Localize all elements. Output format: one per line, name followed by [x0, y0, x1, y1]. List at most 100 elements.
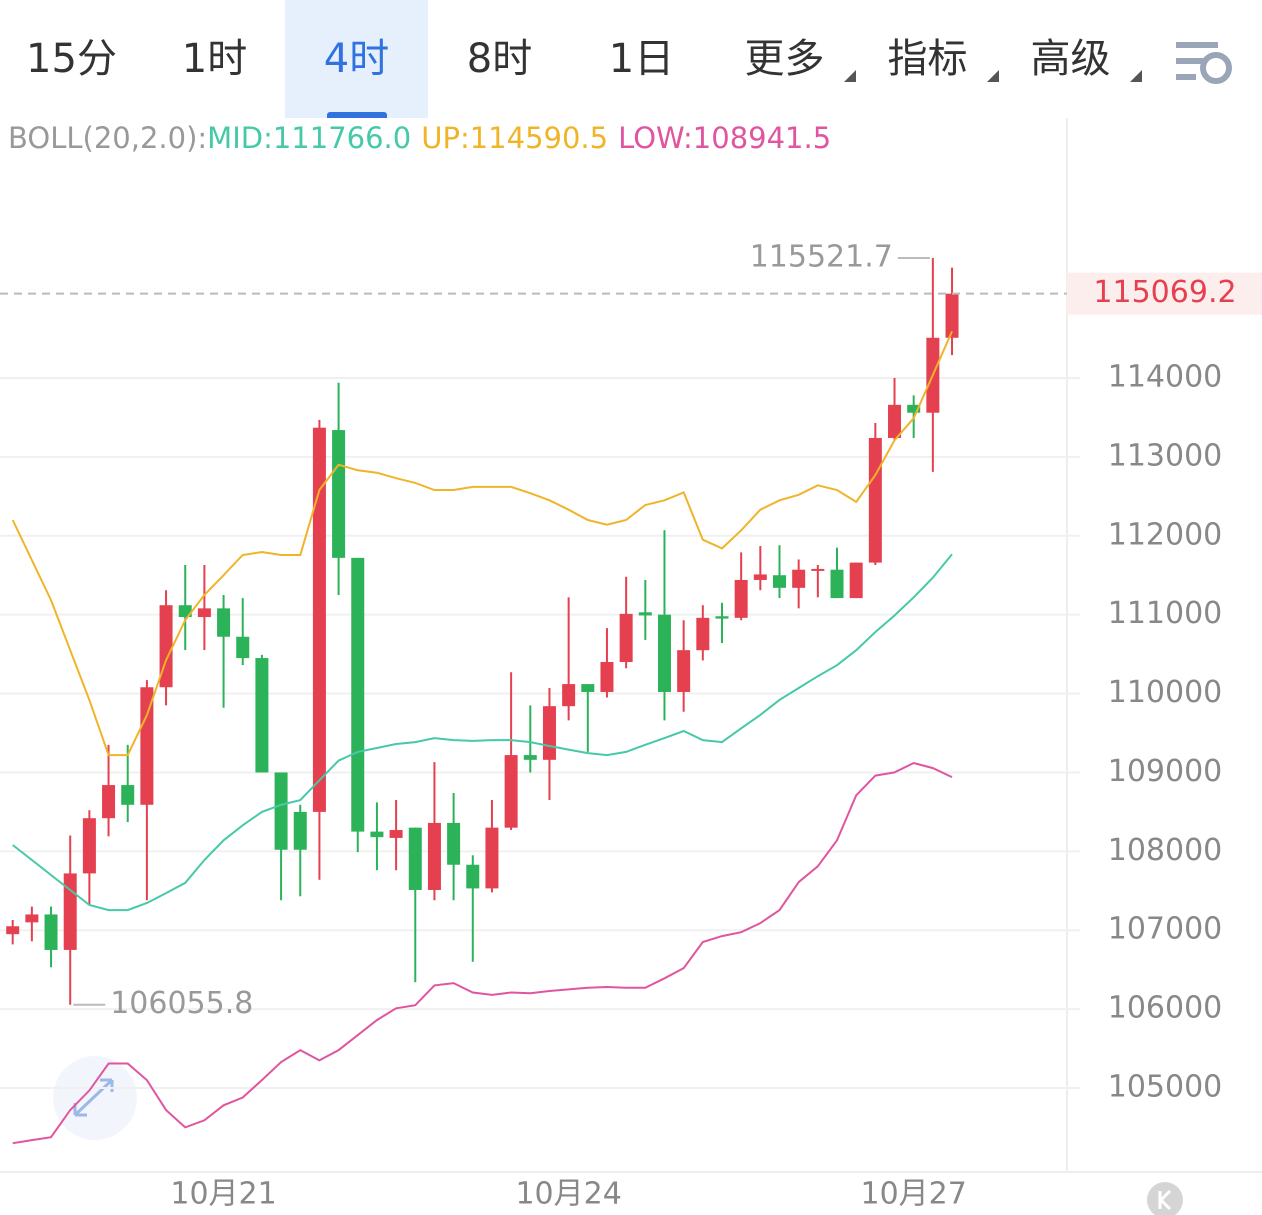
tab[interactable]: 更多 — [713, 0, 856, 118]
legend-entry: MID:111766.0 — [207, 121, 411, 155]
tab-label: 1时 — [181, 36, 248, 82]
tab-label: 高级 — [1030, 36, 1111, 82]
band-line — [11, 330, 953, 757]
indicator-legend: BOLL(20,2.0):MID:111766.0 UP:114590.5 LOW:… — [8, 121, 831, 155]
candle-body — [581, 684, 595, 692]
tab-label: 8时 — [466, 36, 533, 82]
candle-body — [907, 404, 921, 413]
tab[interactable]: 8时 — [428, 0, 571, 118]
y-tick-label: 113000 — [1108, 438, 1223, 473]
last-price-box — [1067, 272, 1262, 315]
x-tick-label: 10月24 — [515, 1177, 621, 1212]
icon-bar — [1176, 42, 1218, 48]
candle-body — [868, 437, 882, 563]
candle-body — [619, 613, 633, 662]
settings-icon[interactable] — [1176, 42, 1232, 84]
candle-body — [715, 616, 729, 619]
candle-body — [217, 608, 231, 637]
y-tick-label: 106000 — [1108, 991, 1223, 1026]
candle-body — [408, 827, 422, 890]
candle-body — [197, 608, 211, 618]
tab[interactable]: 高级 — [999, 0, 1142, 118]
y-tick-label: 111000 — [1108, 596, 1223, 631]
candle-body — [6, 926, 20, 935]
icon-bar — [1176, 74, 1196, 80]
candle-body — [849, 562, 863, 599]
y-tick-label: 114000 — [1108, 360, 1223, 395]
candle-body — [830, 569, 844, 599]
candle-body — [293, 811, 307, 850]
tab-label: 15分 — [26, 36, 117, 82]
candle-body — [389, 830, 403, 838]
candle-body — [178, 605, 192, 618]
candle-body — [63, 873, 77, 950]
candle-body — [734, 579, 748, 618]
zoom-icon — [73, 1078, 114, 1117]
candle-body — [44, 914, 58, 950]
last-price-label: 115069.2 — [1093, 275, 1236, 310]
candle-body — [638, 612, 652, 616]
low-label: 106055.8 — [110, 986, 253, 1021]
y-tick-label: 108000 — [1108, 833, 1223, 868]
candle-body — [312, 427, 326, 812]
candle-body — [427, 822, 441, 890]
candle-body — [888, 404, 902, 438]
y-tick-label: 109000 — [1108, 754, 1223, 789]
candle-body — [677, 650, 691, 692]
x-tick-label: 10月21 — [170, 1177, 276, 1212]
candle-body — [523, 755, 537, 760]
tab-label: 1日 — [608, 36, 675, 82]
candle-body — [792, 569, 806, 588]
candle-body — [773, 575, 786, 588]
candle-body — [140, 687, 154, 805]
icon-bar — [1176, 58, 1204, 64]
y-tick-label: 107000 — [1108, 912, 1223, 947]
candle-body — [753, 574, 767, 580]
candle-body — [945, 293, 959, 338]
high-label: 115521.7 — [750, 239, 893, 274]
tab-label: 4时 — [323, 36, 390, 82]
candle-body — [811, 568, 825, 571]
dropdown-arrow — [844, 70, 856, 82]
candle-body — [236, 636, 250, 659]
tab[interactable]: 1时 — [143, 0, 286, 118]
indicator-name: BOLL(20,2.0): — [8, 121, 207, 155]
dropdown-arrow — [1130, 70, 1142, 82]
dropdown-arrow — [987, 70, 999, 82]
tab[interactable]: 4时 — [285, 0, 428, 118]
candle-body — [466, 864, 480, 889]
tab-label: 指标 — [887, 36, 968, 82]
candle-body — [351, 557, 365, 832]
candle-body — [121, 785, 135, 805]
kline-button[interactable] — [1147, 1182, 1183, 1215]
candle-body — [485, 827, 499, 889]
y-tick-label: 112000 — [1108, 517, 1223, 552]
candle-body — [504, 755, 518, 828]
band-line — [12, 553, 953, 912]
candle-body — [370, 831, 384, 838]
band-line — [12, 761, 953, 1145]
tab[interactable]: 1日 — [570, 0, 713, 118]
tab[interactable]: 指标 — [856, 0, 999, 118]
candle-body — [255, 658, 269, 773]
tab[interactable]: 15分 — [0, 0, 143, 118]
candle-body — [657, 614, 671, 692]
candle-body — [274, 772, 288, 850]
x-tick-label: 10月27 — [861, 1177, 967, 1212]
candle-body — [25, 914, 39, 923]
y-tick-label: 110000 — [1108, 675, 1223, 710]
candle-body — [447, 822, 461, 865]
tab-bar: 15分 1时 4时 8时 1日 更多 指标 高级 — [0, 0, 1262, 118]
candle-body — [542, 706, 556, 760]
legend-entry: LOW:108941.5 — [618, 121, 831, 155]
candle-body — [332, 430, 346, 558]
tab-label: 更多 — [744, 36, 825, 82]
candle-body — [102, 785, 116, 819]
candle-body — [82, 818, 96, 874]
y-tick-label: 105000 — [1108, 1069, 1223, 1104]
candle-body — [696, 617, 710, 651]
icon-gear — [1200, 52, 1232, 84]
candle-body — [562, 684, 576, 707]
